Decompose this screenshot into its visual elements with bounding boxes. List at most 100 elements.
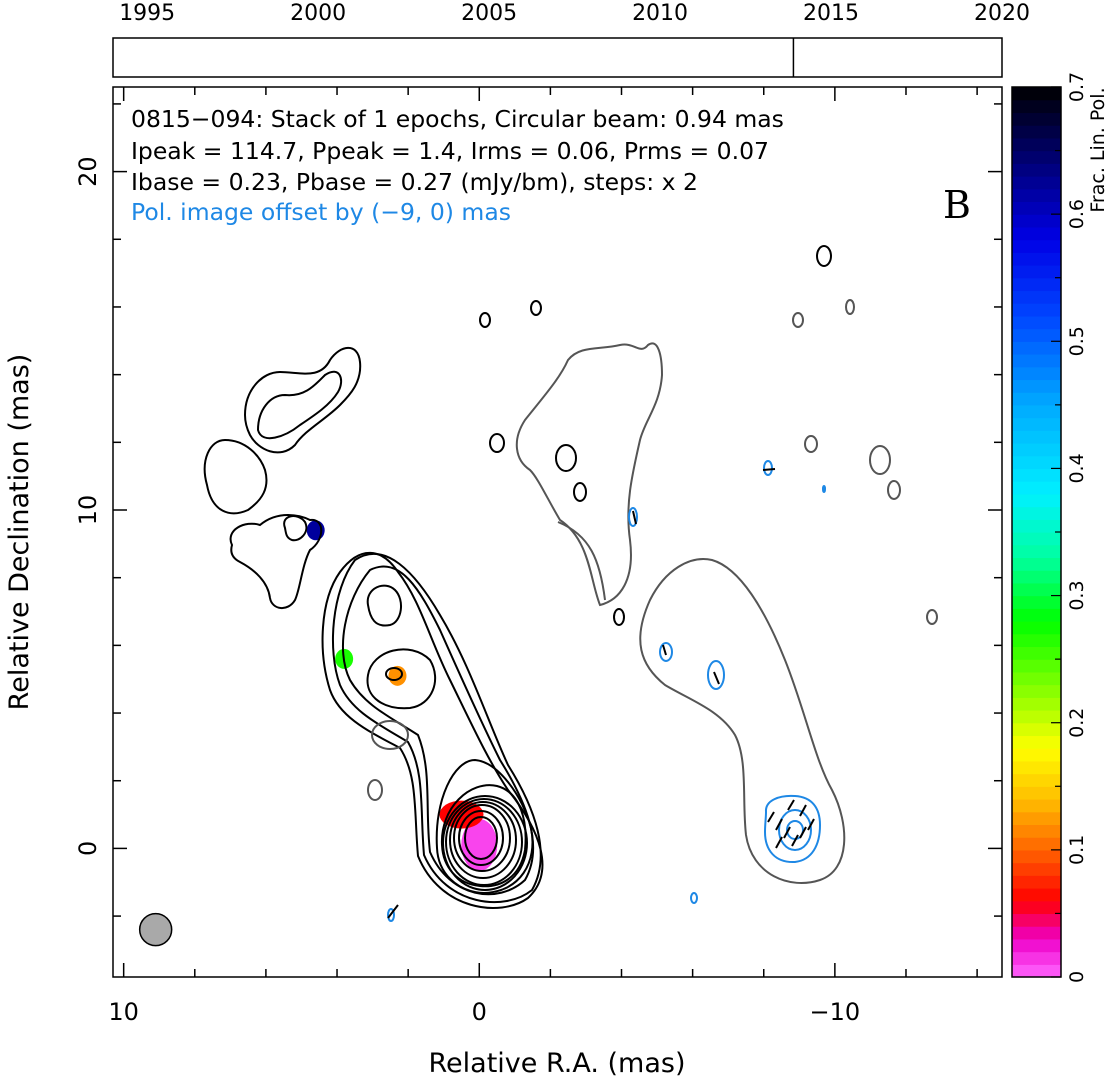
- annotation-line-1: 0815−094: Stack of 1 epochs, Circular be…: [131, 105, 784, 133]
- x-tick-label: −10: [810, 998, 861, 1026]
- pol-contour: [515, 342, 664, 607]
- colorbar-swatch: [1012, 137, 1061, 152]
- y-tick-label: 20: [74, 156, 102, 187]
- colorbar-swatch: [1012, 926, 1061, 940]
- colorbar-swatch: [1012, 176, 1061, 190]
- y-tick-label: 10: [74, 495, 102, 526]
- colorbar-tick-label: 0.1: [1066, 835, 1088, 865]
- evpa-tick: [787, 799, 795, 811]
- colorbar-swatch: [1012, 544, 1061, 559]
- colorbar-swatch: [1012, 735, 1061, 749]
- annotation-offset-line: Pol. image offset by (−9, 0) mas: [131, 198, 511, 226]
- evpa-tick: [775, 818, 783, 831]
- evpa-tick: [713, 671, 720, 685]
- outer-jet-contour: [256, 370, 343, 440]
- colorbar-swatch: [1012, 811, 1061, 826]
- noise-contour: [613, 608, 625, 626]
- colorbar-swatch: [1012, 214, 1061, 228]
- colorbar-swatch: [1012, 430, 1061, 444]
- colorbar-swatch: [1012, 671, 1061, 686]
- colorbar-tick-label: 0.5: [1066, 326, 1088, 356]
- colorbar-swatch: [1012, 786, 1061, 800]
- core-contour: [453, 804, 511, 872]
- evpa-tick: [632, 510, 637, 525]
- colorbar-swatch: [1012, 799, 1061, 813]
- outer-jet-contour: [243, 346, 362, 454]
- colorbar-tick-label: 0.3: [1066, 580, 1088, 610]
- colorbar-swatch: [1012, 417, 1061, 431]
- pol-contour-blue: [822, 485, 826, 493]
- colorbar-swatch: [1012, 150, 1061, 164]
- stokes-i-contours: [203, 245, 832, 909]
- colorbar-swatch: [1012, 888, 1061, 902]
- colorbar-swatch: [1012, 468, 1061, 482]
- panel-label: B: [943, 183, 971, 227]
- colorbar-tick-label: 0.7: [1066, 72, 1088, 102]
- colorbar-swatch: [1012, 455, 1061, 470]
- colorbar-swatch: [1012, 188, 1061, 203]
- x-axis-title: Relative R.A. (mas): [429, 1048, 686, 1079]
- colorbar-swatch: [1012, 443, 1061, 457]
- noise-contour: [489, 433, 505, 453]
- core-contour: [449, 801, 517, 879]
- evpa-tick: [662, 644, 667, 656]
- pol-contour: [845, 299, 855, 315]
- annotation-line-3: Ibase = 0.23, Pbase = 0.27 (mJy/bm), ste…: [131, 168, 698, 196]
- colorbar-swatch: [1012, 659, 1061, 673]
- colorbar-swatch: [1012, 315, 1061, 330]
- colorbar-swatch: [1012, 900, 1061, 915]
- colorbar-swatch: [1012, 328, 1061, 342]
- core-contour: [458, 810, 504, 866]
- core-contour: [445, 798, 523, 886]
- knot-contour: [385, 667, 403, 681]
- colorbar-swatch: [1012, 582, 1061, 597]
- colorbar-swatch: [1012, 252, 1061, 266]
- pol-contour-blue: [628, 507, 638, 527]
- pol-contour: [926, 609, 938, 625]
- polarized-intensity-lowest-contour: [367, 299, 938, 884]
- evpa-tick: [807, 818, 815, 831]
- timeline-year-label: 1995: [119, 1, 175, 26]
- colorbar-swatch: [1012, 621, 1061, 635]
- beam-marker: [138, 912, 173, 947]
- jet-contour: [321, 551, 544, 909]
- colorbar-swatch: [1012, 570, 1061, 584]
- frac-pol-pixel: [461, 819, 498, 872]
- evpa-tick: [791, 834, 799, 847]
- colorbar-swatch: [1012, 226, 1061, 241]
- timeline-year-label: 2020: [974, 1, 1030, 26]
- colorbar-tick-label: 0: [1066, 971, 1088, 983]
- evpa-tick: [762, 468, 776, 471]
- pol-contour-blue: [763, 460, 773, 476]
- y-tick-label: 0: [74, 841, 102, 856]
- colorbar-swatch: [1012, 303, 1061, 317]
- colorbar-swatch: [1012, 506, 1061, 520]
- pol-contour: [792, 312, 804, 328]
- pol-core-contour: [763, 794, 822, 864]
- colorbar: 0 0.1 0.2 0.3 0.4 0.5 0.6 0.7 Frac. Lin. Pol.: [1011, 72, 1109, 983]
- plot-background: [113, 87, 1002, 977]
- colorbar-swatch: [1012, 277, 1061, 292]
- pol-contour: [367, 779, 383, 801]
- colorbar-swatch: [1012, 837, 1061, 851]
- plot-frame: [112, 86, 1003, 978]
- colorbar-swatch: [1012, 646, 1061, 660]
- colorbar-swatch: [1012, 366, 1061, 381]
- core-contour: [442, 795, 528, 891]
- colorbar-tick-label: 0.2: [1066, 708, 1088, 738]
- pol-contour-blue: [707, 660, 725, 690]
- core-contour: [440, 784, 527, 888]
- noise-contour: [816, 245, 832, 267]
- colorbar-swatch: [1012, 519, 1061, 533]
- colorbar-swatch: [1012, 760, 1061, 775]
- colorbar-title: Frac. Lin. Pol.: [1087, 87, 1109, 212]
- colorbar-swatch: [1012, 875, 1061, 889]
- evpa-tick: [799, 826, 807, 839]
- outer-jet-contour: [203, 438, 268, 515]
- colorbar-swatch: [1012, 532, 1061, 546]
- pol-contour-blue: [659, 642, 673, 662]
- colorbar-swatch: [1012, 341, 1061, 355]
- colorbar-swatch: [1012, 99, 1061, 114]
- knot-contour: [366, 584, 402, 627]
